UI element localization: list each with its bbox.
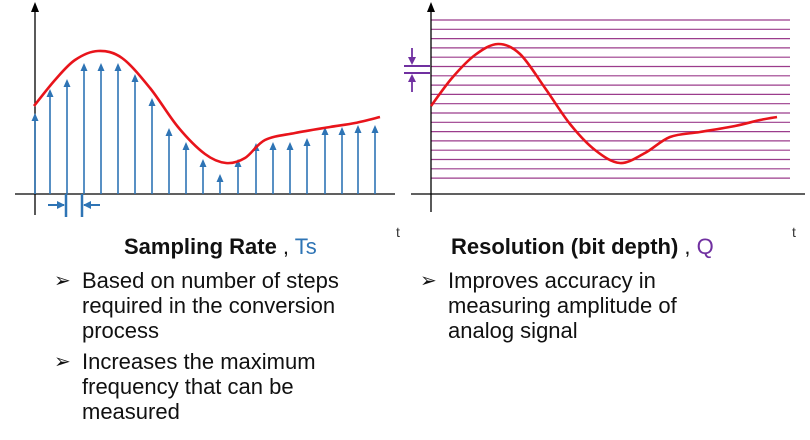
list-item: ➢ Based on number of steps required in th… bbox=[54, 268, 339, 343]
left-sampling-diagram bbox=[15, 2, 395, 217]
sample-arrow-head bbox=[199, 159, 207, 167]
sample-arrow-head bbox=[303, 138, 311, 146]
list-item: ➢ Improves accuracy in measuring amplitud… bbox=[420, 268, 677, 343]
sample-arrow-head bbox=[182, 142, 190, 150]
right-arrow-bullet-icon: ➢ bbox=[420, 270, 437, 292]
sample-arrow-head bbox=[321, 127, 329, 135]
right-resolution-diagram bbox=[404, 2, 805, 212]
sample-arrow-head bbox=[80, 63, 88, 71]
left-heading-title: Sampling Rate bbox=[124, 234, 277, 259]
sample-arrow-head bbox=[371, 125, 379, 133]
sample-arrow-head bbox=[63, 79, 71, 87]
sample-arrow-head bbox=[216, 174, 224, 182]
right-arrow-bullet-icon: ➢ bbox=[54, 351, 71, 373]
sample-arrow-head bbox=[131, 74, 139, 82]
right-heading-symbol: Q bbox=[696, 234, 714, 259]
sample-arrow-head bbox=[165, 128, 173, 136]
sample-arrow-head bbox=[31, 113, 39, 121]
right-heading: Resolution (bit depth) , Q bbox=[451, 234, 714, 259]
sample-arrow-head bbox=[354, 125, 362, 133]
right-analog-signal bbox=[429, 42, 778, 165]
sample-arrow-head bbox=[338, 127, 346, 135]
sample-arrow-head bbox=[286, 142, 294, 150]
right-heading-title: Resolution (bit depth) bbox=[451, 234, 679, 259]
left-heading-symbol: Ts bbox=[294, 234, 317, 259]
sample-arrows bbox=[31, 63, 379, 194]
left-time-axis-label: t bbox=[396, 224, 400, 240]
right-time-axis-label: t bbox=[792, 224, 796, 240]
quantization-levels bbox=[431, 19, 790, 179]
sample-arrow-head bbox=[46, 89, 54, 97]
left-y-axis-arrowhead bbox=[31, 2, 39, 12]
sample-arrow-head bbox=[269, 142, 277, 150]
sample-arrow-head bbox=[148, 98, 156, 106]
sample-arrow-head bbox=[97, 63, 105, 71]
left-heading: Sampling Rate , Ts bbox=[124, 234, 317, 259]
right-y-axis-arrowhead bbox=[427, 2, 435, 12]
left-analog-signal bbox=[32, 49, 381, 165]
step-size-marker bbox=[404, 48, 430, 92]
list-item: ➢ Increases the maximum frequency that ca… bbox=[54, 349, 316, 424]
sampling-interval-marker bbox=[48, 194, 100, 217]
sample-arrow-head bbox=[234, 159, 242, 167]
right-bullet-list: ➢ Improves accuracy in measuring amplitud… bbox=[418, 268, 708, 349]
left-bullet-list: ➢ Based on number of steps required in th… bbox=[52, 268, 392, 430]
sample-arrow-head bbox=[114, 63, 122, 71]
right-arrow-bullet-icon: ➢ bbox=[54, 270, 71, 292]
